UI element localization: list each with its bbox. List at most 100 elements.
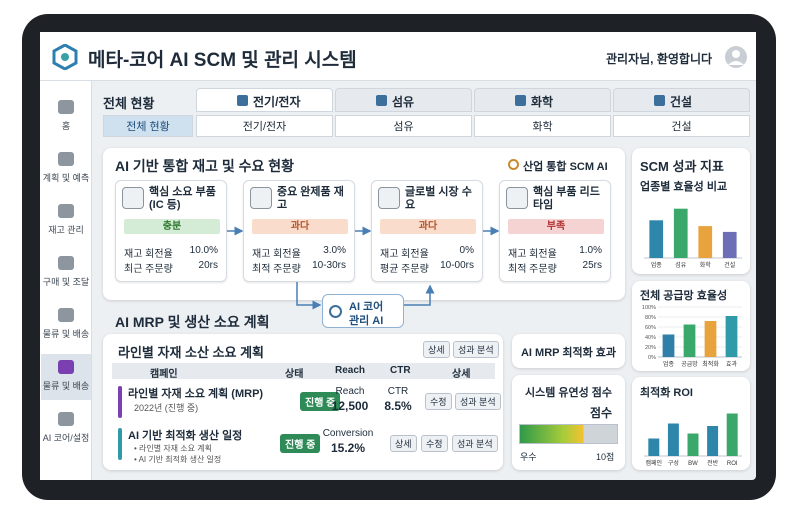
chart-title: 전체 공급망 효율성: [640, 290, 728, 302]
row-accent: [118, 386, 122, 418]
header-bar: [40, 32, 756, 81]
sidebar-icon: [58, 308, 74, 322]
gauge-max: 10점: [596, 452, 615, 462]
sidebar-icon: [58, 412, 74, 426]
sidebar-icon: [58, 152, 74, 166]
card-icon: [122, 187, 144, 209]
sub-tab[interactable]: 화학: [474, 115, 611, 137]
bar: [667, 423, 679, 456]
bar: [662, 334, 675, 357]
panel-button[interactable]: 성과 분석: [453, 341, 499, 358]
sub-tab[interactable]: 전체 현황: [103, 115, 193, 137]
sidebar-item[interactable]: 물류 및 배송: [41, 354, 91, 400]
bar: [725, 316, 738, 357]
tab-icon: [237, 95, 248, 106]
ai-core-node[interactable]: AI 코어 관리 AI: [322, 294, 404, 328]
card-icon: [378, 187, 400, 209]
sidebar-label: 구매 및 조달: [42, 277, 90, 287]
y-tick-label: 100%: [642, 305, 656, 311]
chart-title: 최적화 ROI: [640, 387, 693, 399]
card-status: 과다: [380, 219, 476, 234]
x-tick-label: BW: [688, 461, 698, 467]
metric-value: 10-30rs: [312, 260, 346, 271]
column-header: CTR: [390, 365, 411, 376]
bar: [707, 426, 719, 456]
metric-label: 재고 회전율: [124, 249, 173, 260]
avatar[interactable]: [724, 45, 748, 69]
y-tick-label: 40%: [645, 335, 656, 341]
industry-tab[interactable]: 화학: [474, 88, 611, 112]
sidebar-label: 계획 및 예측: [42, 173, 90, 183]
card-title: 중요 완제품 재고: [277, 186, 344, 211]
bar-chart: 0% 20% 40% 60% 80% 100% 업종 공급망 최적화 효과: [642, 305, 742, 368]
card-status: 충분: [124, 219, 220, 234]
tab-icon: [515, 95, 526, 106]
x-tick-label: 업종: [663, 360, 675, 368]
greeting: 관리자님, 환영합니다: [606, 52, 713, 66]
card-status: 부족: [508, 219, 604, 234]
industry-tab[interactable]: 섬유: [335, 88, 472, 112]
metric-label: 재고 회전율: [380, 249, 429, 260]
table-header: [112, 363, 495, 379]
core-label: AI 코어: [349, 301, 384, 313]
row-button[interactable]: 성과 분석: [452, 435, 498, 452]
metric-label: 재고 회전율: [508, 249, 557, 260]
metric-label: 평균 주문량: [380, 264, 429, 275]
x-tick-label: 건설: [724, 261, 735, 269]
sidebar-item[interactable]: 구매 및 조달: [41, 250, 91, 296]
sub-tab[interactable]: 섬유: [335, 115, 472, 137]
x-tick-label: 화학: [700, 261, 712, 269]
row-button[interactable]: 수정: [425, 393, 452, 410]
tab-icon: [654, 95, 665, 106]
status-pill: 진행 중: [280, 434, 321, 453]
y-tick-label: 80%: [645, 315, 656, 321]
inventory-card: 핵심 소요 부품 (IC 등) 충분 재고 회전율 10.0% 최근 주문량 20rs: [115, 180, 227, 282]
app-title: 메타-코어 AI SCM 및 관리 시스템: [88, 50, 357, 71]
inventory-title: AI 기반 통합 재고 및 수요 현황: [115, 158, 295, 174]
row-button[interactable]: 성과 분석: [455, 393, 501, 410]
sidebar-item[interactable]: 물류 및 배송: [41, 302, 91, 348]
ai-badge: 산업 통합 SCM AI: [523, 161, 608, 173]
bar: [649, 220, 664, 258]
bar: [704, 321, 717, 357]
tab-label: 건설: [670, 95, 693, 109]
overview-label: 전체 현황: [103, 96, 155, 111]
sub-tab[interactable]: 전기/전자: [196, 115, 333, 137]
bar-chart: 업종 섬유 화학 건설: [644, 208, 742, 269]
tab-label: 전기/전자: [253, 95, 301, 109]
x-tick-label: 캠페인: [646, 459, 663, 467]
sidebar-label: 재고 관리: [48, 225, 84, 235]
column-header: 캠페인: [150, 369, 178, 380]
metric-label: 최근 주문량: [124, 264, 173, 275]
bar: [726, 413, 738, 456]
metric-label: 최적 주문량: [252, 264, 301, 275]
y-tick-label: 20%: [645, 345, 656, 351]
sidebar-item[interactable]: AI 코어/설정: [41, 406, 91, 452]
row-button[interactable]: 수정: [421, 435, 448, 452]
x-tick-label: ROI: [727, 461, 738, 467]
card-status: 과다: [252, 219, 348, 234]
mrp-panel-title: 라인별 자재 소산 소요 계획: [118, 345, 265, 360]
row-sub: • 라인별 자재 소요 계획: [134, 444, 212, 453]
industry-tab[interactable]: 전기/전자: [196, 88, 333, 112]
metric-number: 15.2%: [330, 441, 366, 455]
metric-value: 1.0%: [579, 245, 602, 256]
row-sub: • AI 기반 최적화 생산 일정: [134, 455, 222, 464]
metric-value: 0%: [459, 245, 474, 256]
metric-value: 3.0%: [323, 245, 346, 256]
sidebar-label: 물류 및 배송: [42, 381, 90, 391]
inventory-card: 중요 완제품 재고 과다 재고 회전율 3.0% 최적 주문량 10-30rs: [243, 180, 355, 282]
panel-button[interactable]: 상세: [423, 341, 450, 358]
bar: [683, 324, 696, 357]
sub-tab[interactable]: 건설: [613, 115, 750, 137]
tab-icon: [376, 95, 387, 106]
industry-tab[interactable]: 건설: [613, 88, 750, 112]
sidebar-item[interactable]: 계획 및 예측: [41, 146, 91, 192]
tab-label: 화학: [531, 95, 554, 109]
row-button[interactable]: 상세: [390, 435, 417, 452]
sidebar-item[interactable]: 홈: [41, 94, 91, 140]
x-tick-label: 섬유: [675, 261, 687, 269]
metric-number: 12,500: [331, 399, 369, 413]
row-name: AI 기반 최적화 생산 일정: [128, 430, 243, 442]
sidebar-item[interactable]: 재고 관리: [41, 198, 91, 244]
